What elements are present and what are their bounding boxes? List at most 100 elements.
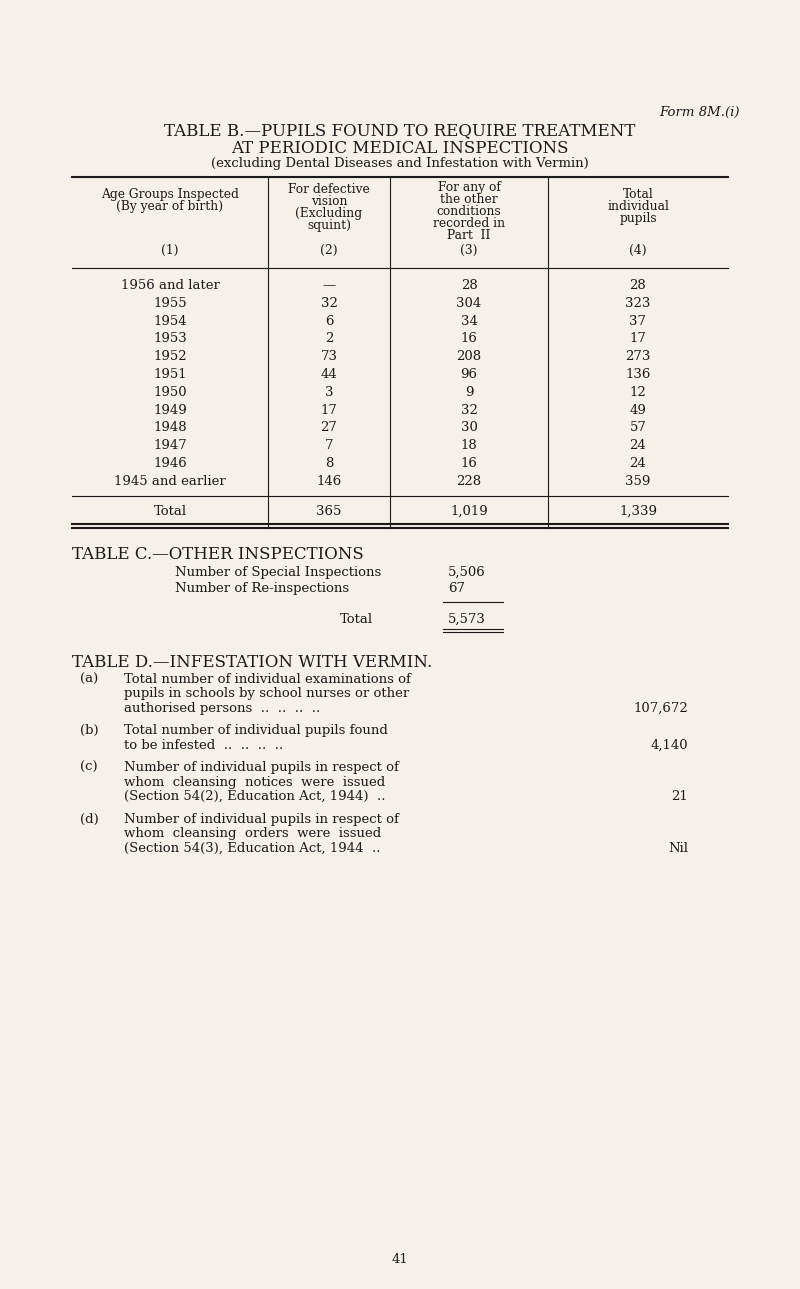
Text: (2): (2) — [320, 244, 338, 257]
Text: authorised persons  ..  ..  ..  ..: authorised persons .. .. .. .. — [124, 701, 320, 714]
Text: (Section 54(3), Education Act, 1944  ..: (Section 54(3), Education Act, 1944 .. — [124, 842, 381, 855]
Text: 208: 208 — [457, 351, 482, 363]
Text: vision: vision — [310, 195, 347, 208]
Text: Number of individual pupils in respect of: Number of individual pupils in respect o… — [124, 812, 399, 825]
Text: (b): (b) — [80, 724, 98, 737]
Text: individual: individual — [607, 200, 669, 213]
Text: 1,339: 1,339 — [619, 504, 657, 518]
Text: 304: 304 — [456, 296, 482, 309]
Text: For any of: For any of — [438, 180, 501, 195]
Text: 273: 273 — [626, 351, 650, 363]
Text: 67: 67 — [448, 581, 465, 594]
Text: 7: 7 — [325, 440, 334, 452]
Text: 32: 32 — [461, 403, 478, 416]
Text: (Section 54(2), Education Act, 1944)  ..: (Section 54(2), Education Act, 1944) .. — [124, 790, 386, 803]
Text: 9: 9 — [465, 385, 474, 398]
Text: TABLE D.—INFESTATION WITH VERMIN.: TABLE D.—INFESTATION WITH VERMIN. — [72, 654, 432, 670]
Text: 18: 18 — [461, 440, 478, 452]
Text: conditions: conditions — [437, 205, 502, 218]
Text: 5,506: 5,506 — [448, 566, 486, 579]
Text: 1948: 1948 — [153, 422, 187, 434]
Text: 17: 17 — [321, 403, 338, 416]
Text: 17: 17 — [630, 333, 646, 345]
Text: For defective: For defective — [288, 183, 370, 196]
Text: 4,140: 4,140 — [650, 739, 688, 751]
Text: pupils in schools by school nurses or other: pupils in schools by school nurses or ot… — [124, 687, 410, 700]
Text: 34: 34 — [461, 315, 478, 327]
Text: pupils: pupils — [619, 211, 657, 226]
Text: Number of individual pupils in respect of: Number of individual pupils in respect o… — [124, 761, 399, 775]
Text: TABLE C.—OTHER INSPECTIONS: TABLE C.—OTHER INSPECTIONS — [72, 545, 364, 562]
Text: 5,573: 5,573 — [448, 612, 486, 625]
Text: 41: 41 — [392, 1253, 408, 1266]
Text: squint): squint) — [307, 219, 351, 232]
Text: 44: 44 — [321, 367, 338, 382]
Text: 1950: 1950 — [153, 385, 187, 398]
Text: Total: Total — [154, 504, 186, 518]
Text: TABLE B.—PUPILS FOUND TO REQUIRE TREATMENT: TABLE B.—PUPILS FOUND TO REQUIRE TREATME… — [164, 122, 636, 139]
Text: 24: 24 — [630, 440, 646, 452]
Text: (c): (c) — [80, 761, 98, 775]
Text: —: — — [322, 278, 336, 293]
Text: 24: 24 — [630, 458, 646, 470]
Text: 107,672: 107,672 — [634, 701, 688, 714]
Text: Total number of individual pupils found: Total number of individual pupils found — [124, 724, 388, 737]
Text: 1953: 1953 — [153, 333, 187, 345]
Text: (Excluding: (Excluding — [295, 208, 362, 220]
Text: 1954: 1954 — [153, 315, 187, 327]
Text: 365: 365 — [316, 504, 342, 518]
Text: 1956 and later: 1956 and later — [121, 278, 219, 293]
Text: the other: the other — [440, 193, 498, 206]
Text: whom  cleansing  notices  were  issued: whom cleansing notices were issued — [124, 776, 386, 789]
Text: 30: 30 — [461, 422, 478, 434]
Text: 16: 16 — [461, 458, 478, 470]
Text: Form 8M.(i): Form 8M.(i) — [659, 106, 739, 119]
Text: (By year of birth): (By year of birth) — [117, 200, 223, 213]
Text: Number of Re-inspections: Number of Re-inspections — [175, 581, 349, 594]
Text: Nil: Nil — [668, 842, 688, 855]
Text: 28: 28 — [461, 278, 478, 293]
Text: 12: 12 — [630, 385, 646, 398]
Text: 3: 3 — [325, 385, 334, 398]
Text: 6: 6 — [325, 315, 334, 327]
Text: 8: 8 — [325, 458, 333, 470]
Text: 323: 323 — [626, 296, 650, 309]
Text: 57: 57 — [630, 422, 646, 434]
Text: Number of Special Inspections: Number of Special Inspections — [175, 566, 382, 579]
Text: 21: 21 — [671, 790, 688, 803]
Text: 28: 28 — [630, 278, 646, 293]
Text: 228: 228 — [457, 474, 482, 487]
Text: Total number of individual examinations of: Total number of individual examinations … — [124, 673, 411, 686]
Text: (excluding Dental Diseases and Infestation with Vermin): (excluding Dental Diseases and Infestati… — [211, 157, 589, 170]
Text: 37: 37 — [630, 315, 646, 327]
Text: (a): (a) — [80, 673, 98, 686]
Text: whom  cleansing  orders  were  issued: whom cleansing orders were issued — [124, 828, 382, 840]
Text: 2: 2 — [325, 333, 333, 345]
Text: 1952: 1952 — [153, 351, 187, 363]
Text: Part  II: Part II — [447, 229, 490, 242]
Text: 359: 359 — [626, 474, 650, 487]
Text: 32: 32 — [321, 296, 338, 309]
Text: 1,019: 1,019 — [450, 504, 488, 518]
Text: 1955: 1955 — [153, 296, 187, 309]
Text: 1945 and earlier: 1945 and earlier — [114, 474, 226, 487]
Text: Total: Total — [622, 188, 654, 201]
Text: Age Groups Inspected: Age Groups Inspected — [101, 188, 239, 201]
Text: recorded in: recorded in — [433, 217, 505, 229]
Text: to be infested  ..  ..  ..  ..: to be infested .. .. .. .. — [124, 739, 283, 751]
Text: (1): (1) — [162, 244, 178, 257]
Text: 1951: 1951 — [153, 367, 187, 382]
Text: (3): (3) — [460, 244, 478, 257]
Text: 49: 49 — [630, 403, 646, 416]
Text: 96: 96 — [461, 367, 478, 382]
Text: (4): (4) — [629, 244, 647, 257]
Text: 16: 16 — [461, 333, 478, 345]
Text: 1947: 1947 — [153, 440, 187, 452]
Text: 1946: 1946 — [153, 458, 187, 470]
Text: (d): (d) — [80, 812, 98, 825]
Text: AT PERIODIC MEDICAL INSPECTIONS: AT PERIODIC MEDICAL INSPECTIONS — [231, 141, 569, 157]
Text: 73: 73 — [321, 351, 338, 363]
Text: 146: 146 — [316, 474, 342, 487]
Text: 27: 27 — [321, 422, 338, 434]
Text: 136: 136 — [626, 367, 650, 382]
